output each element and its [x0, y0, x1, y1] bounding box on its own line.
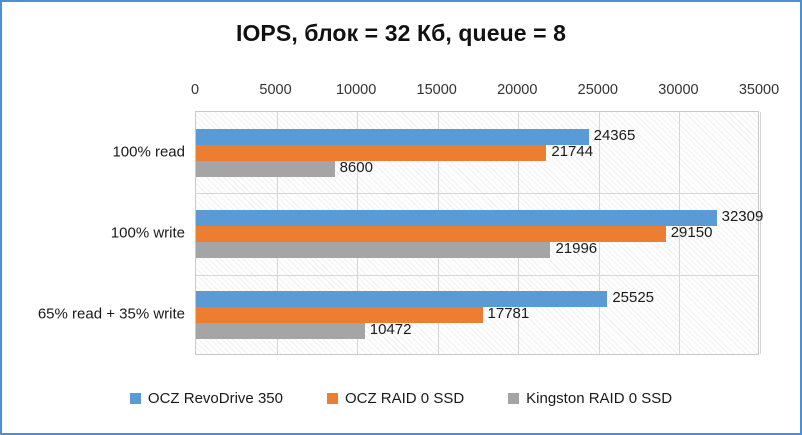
category-band: 25525 17781 10472 — [196, 275, 758, 356]
x-tick-label: 20000 — [497, 82, 538, 98]
x-tick-label: 10000 — [335, 82, 377, 98]
legend-item[interactable]: OCZ RevoDrive 350 — [129, 390, 283, 407]
x-axis-tick-labels: 0 5000 10000 15000 20000 25000 30000 35000 — [2, 82, 800, 104]
category-label: 65% read + 35% write — [37, 305, 185, 323]
gridline-vertical — [679, 112, 681, 354]
category-band: 32309 29150 21996 — [196, 193, 763, 274]
x-tick-label: 5000 — [259, 82, 292, 98]
category-label: 100% read — [112, 143, 185, 161]
bar-value-label: 8600 — [339, 158, 373, 176]
bar-value-label: 17781 — [487, 305, 530, 323]
category-band: 24365 21744 8600 — [196, 112, 758, 193]
legend-label: OCZ RAID 0 SSD — [344, 390, 465, 407]
bar[interactable] — [196, 291, 608, 308]
x-tick-label: 35000 — [738, 82, 780, 98]
legend-swatch-icon — [326, 393, 338, 404]
bar-value-label: 25525 — [612, 289, 655, 307]
y-axis-category-labels: 100% read 100% write 65% read + 35% write — [2, 111, 802, 355]
plot-area: 24365 21744 8600 32309 29150 21996 25525 17781 1… — [195, 111, 763, 356]
chart-title: IOPS, блок = 32 Кб, queue = 8 — [235, 20, 567, 46]
legend-label: OCZ RevoDrive 350 — [147, 390, 283, 407]
bar[interactable] — [196, 323, 365, 340]
bar-value-label: 29150 — [670, 223, 713, 241]
x-tick-label: 15000 — [416, 82, 457, 98]
category-separator — [196, 274, 758, 276]
bar[interactable] — [196, 128, 589, 145]
bar-value-label: 32309 — [721, 207, 764, 225]
bar[interactable] — [196, 209, 717, 226]
legend-item[interactable]: Kingston RAID 0 SSD — [508, 390, 672, 407]
legend-swatch-icon — [508, 393, 520, 404]
bar[interactable] — [196, 160, 335, 177]
x-tick-label: 25000 — [577, 82, 619, 98]
bar[interactable] — [196, 225, 666, 242]
bar-value-label: 24365 — [593, 126, 636, 144]
bar-value-label: 10472 — [369, 321, 412, 339]
legend-label: Kingston RAID 0 SSD — [526, 390, 673, 407]
category-label: 100% write — [110, 224, 185, 242]
bar-value-label: 21744 — [551, 142, 594, 160]
chart-legend: OCZ RevoDrive 350 OCZ RAID 0 SSD Kingston … — [2, 390, 800, 407]
legend-item[interactable]: OCZ RAID 0 SSD — [326, 390, 465, 407]
bar[interactable] — [196, 144, 547, 161]
legend-swatch-icon — [129, 393, 141, 404]
bar-value-label: 21996 — [555, 239, 598, 257]
bar[interactable] — [196, 307, 483, 324]
category-separator — [196, 193, 758, 195]
x-tick-label: 0 — [190, 82, 200, 98]
gridline-vertical — [760, 112, 761, 354]
bar[interactable] — [196, 241, 551, 258]
x-tick-label: 30000 — [658, 82, 699, 98]
